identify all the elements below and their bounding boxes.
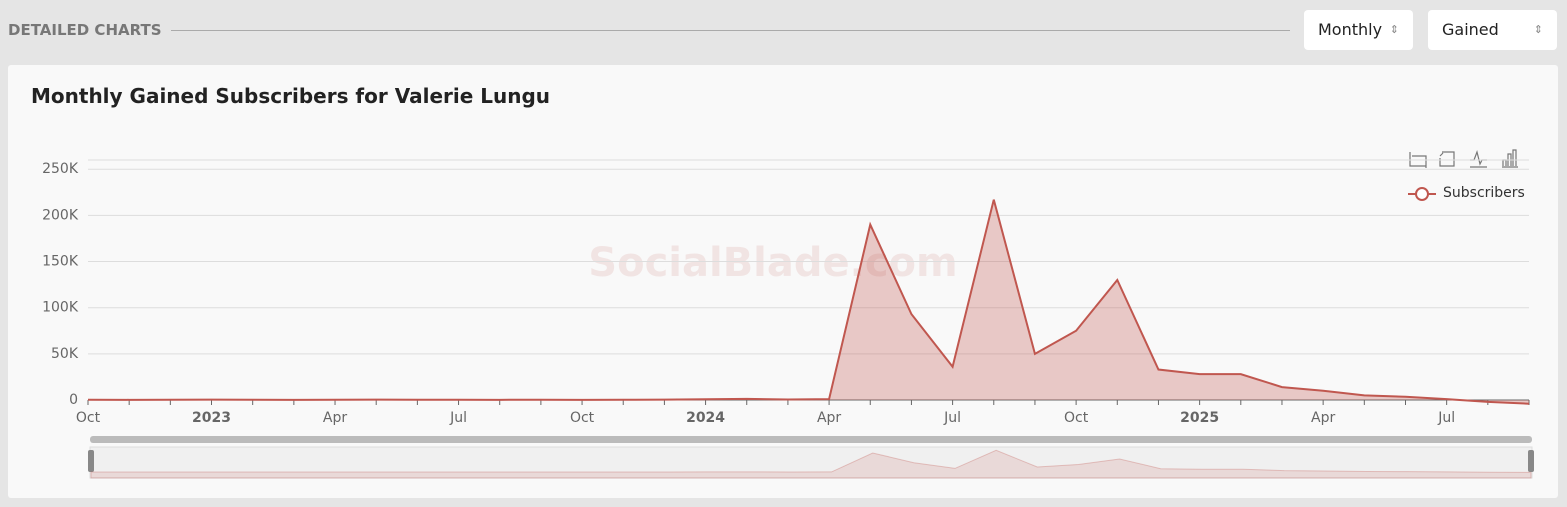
x-tick-label: 2023 — [192, 410, 231, 426]
zoom-bar[interactable] — [90, 436, 1532, 443]
legend-marker — [1415, 187, 1429, 201]
area — [88, 199, 1529, 404]
period-select[interactable]: Monthly ⇕ — [1304, 10, 1413, 50]
bar-icon[interactable] — [1502, 149, 1518, 168]
toolbox — [1409, 149, 1518, 168]
y-tick-label: 250K — [42, 161, 79, 177]
y-tick-label: 200K — [42, 207, 79, 223]
divider — [171, 30, 1290, 31]
chevron: ⇕ — [1389, 23, 1399, 36]
section-title: DETAILED CHARTS — [8, 21, 162, 39]
reset-icon[interactable] — [1439, 151, 1455, 167]
watermark: SocialBlade.com — [588, 240, 957, 286]
chevron: ⇕ — [1533, 23, 1543, 36]
x-tick-label: Oct — [1064, 410, 1089, 426]
x-tick-label: Oct — [570, 410, 595, 426]
x-tick-label: Oct — [76, 410, 101, 426]
select-value: Monthly — [1318, 20, 1383, 39]
y-tick-label: 100K — [42, 300, 79, 316]
x-tick-label: Apr — [817, 410, 841, 426]
x-tick-label: Apr — [323, 410, 347, 426]
zoom-window[interactable] — [89, 446, 1533, 479]
metric-select[interactable]: Gained ⇕ — [1428, 10, 1557, 50]
zoom-icon[interactable] — [1409, 152, 1427, 168]
y-tick-label: 0 — [69, 392, 78, 408]
select-value: Gained — [1442, 20, 1499, 39]
line — [87, 199, 1530, 405]
x-tick-label: Jul — [943, 410, 961, 426]
y-tick-label: 50K — [51, 346, 79, 362]
legend: Subscribers — [1408, 185, 1525, 201]
chart-title: Monthly Gained Subscribers for Valerie L… — [31, 84, 551, 108]
x-tick-label: Jul — [1437, 410, 1455, 426]
zoom-handle[interactable] — [1528, 450, 1534, 472]
x-tick-label: Apr — [1311, 410, 1335, 426]
zoom-area — [90, 449, 1532, 479]
legend-label: Subscribers — [1443, 185, 1525, 201]
x-tick-label: 2024 — [686, 410, 725, 426]
y-tick-label: 150K — [42, 254, 79, 270]
x-tick-label: Jul — [449, 410, 467, 426]
chart-card — [8, 65, 1558, 498]
x-tick-label: 2025 — [1180, 410, 1219, 426]
zoom-handle[interactable] — [88, 450, 94, 472]
